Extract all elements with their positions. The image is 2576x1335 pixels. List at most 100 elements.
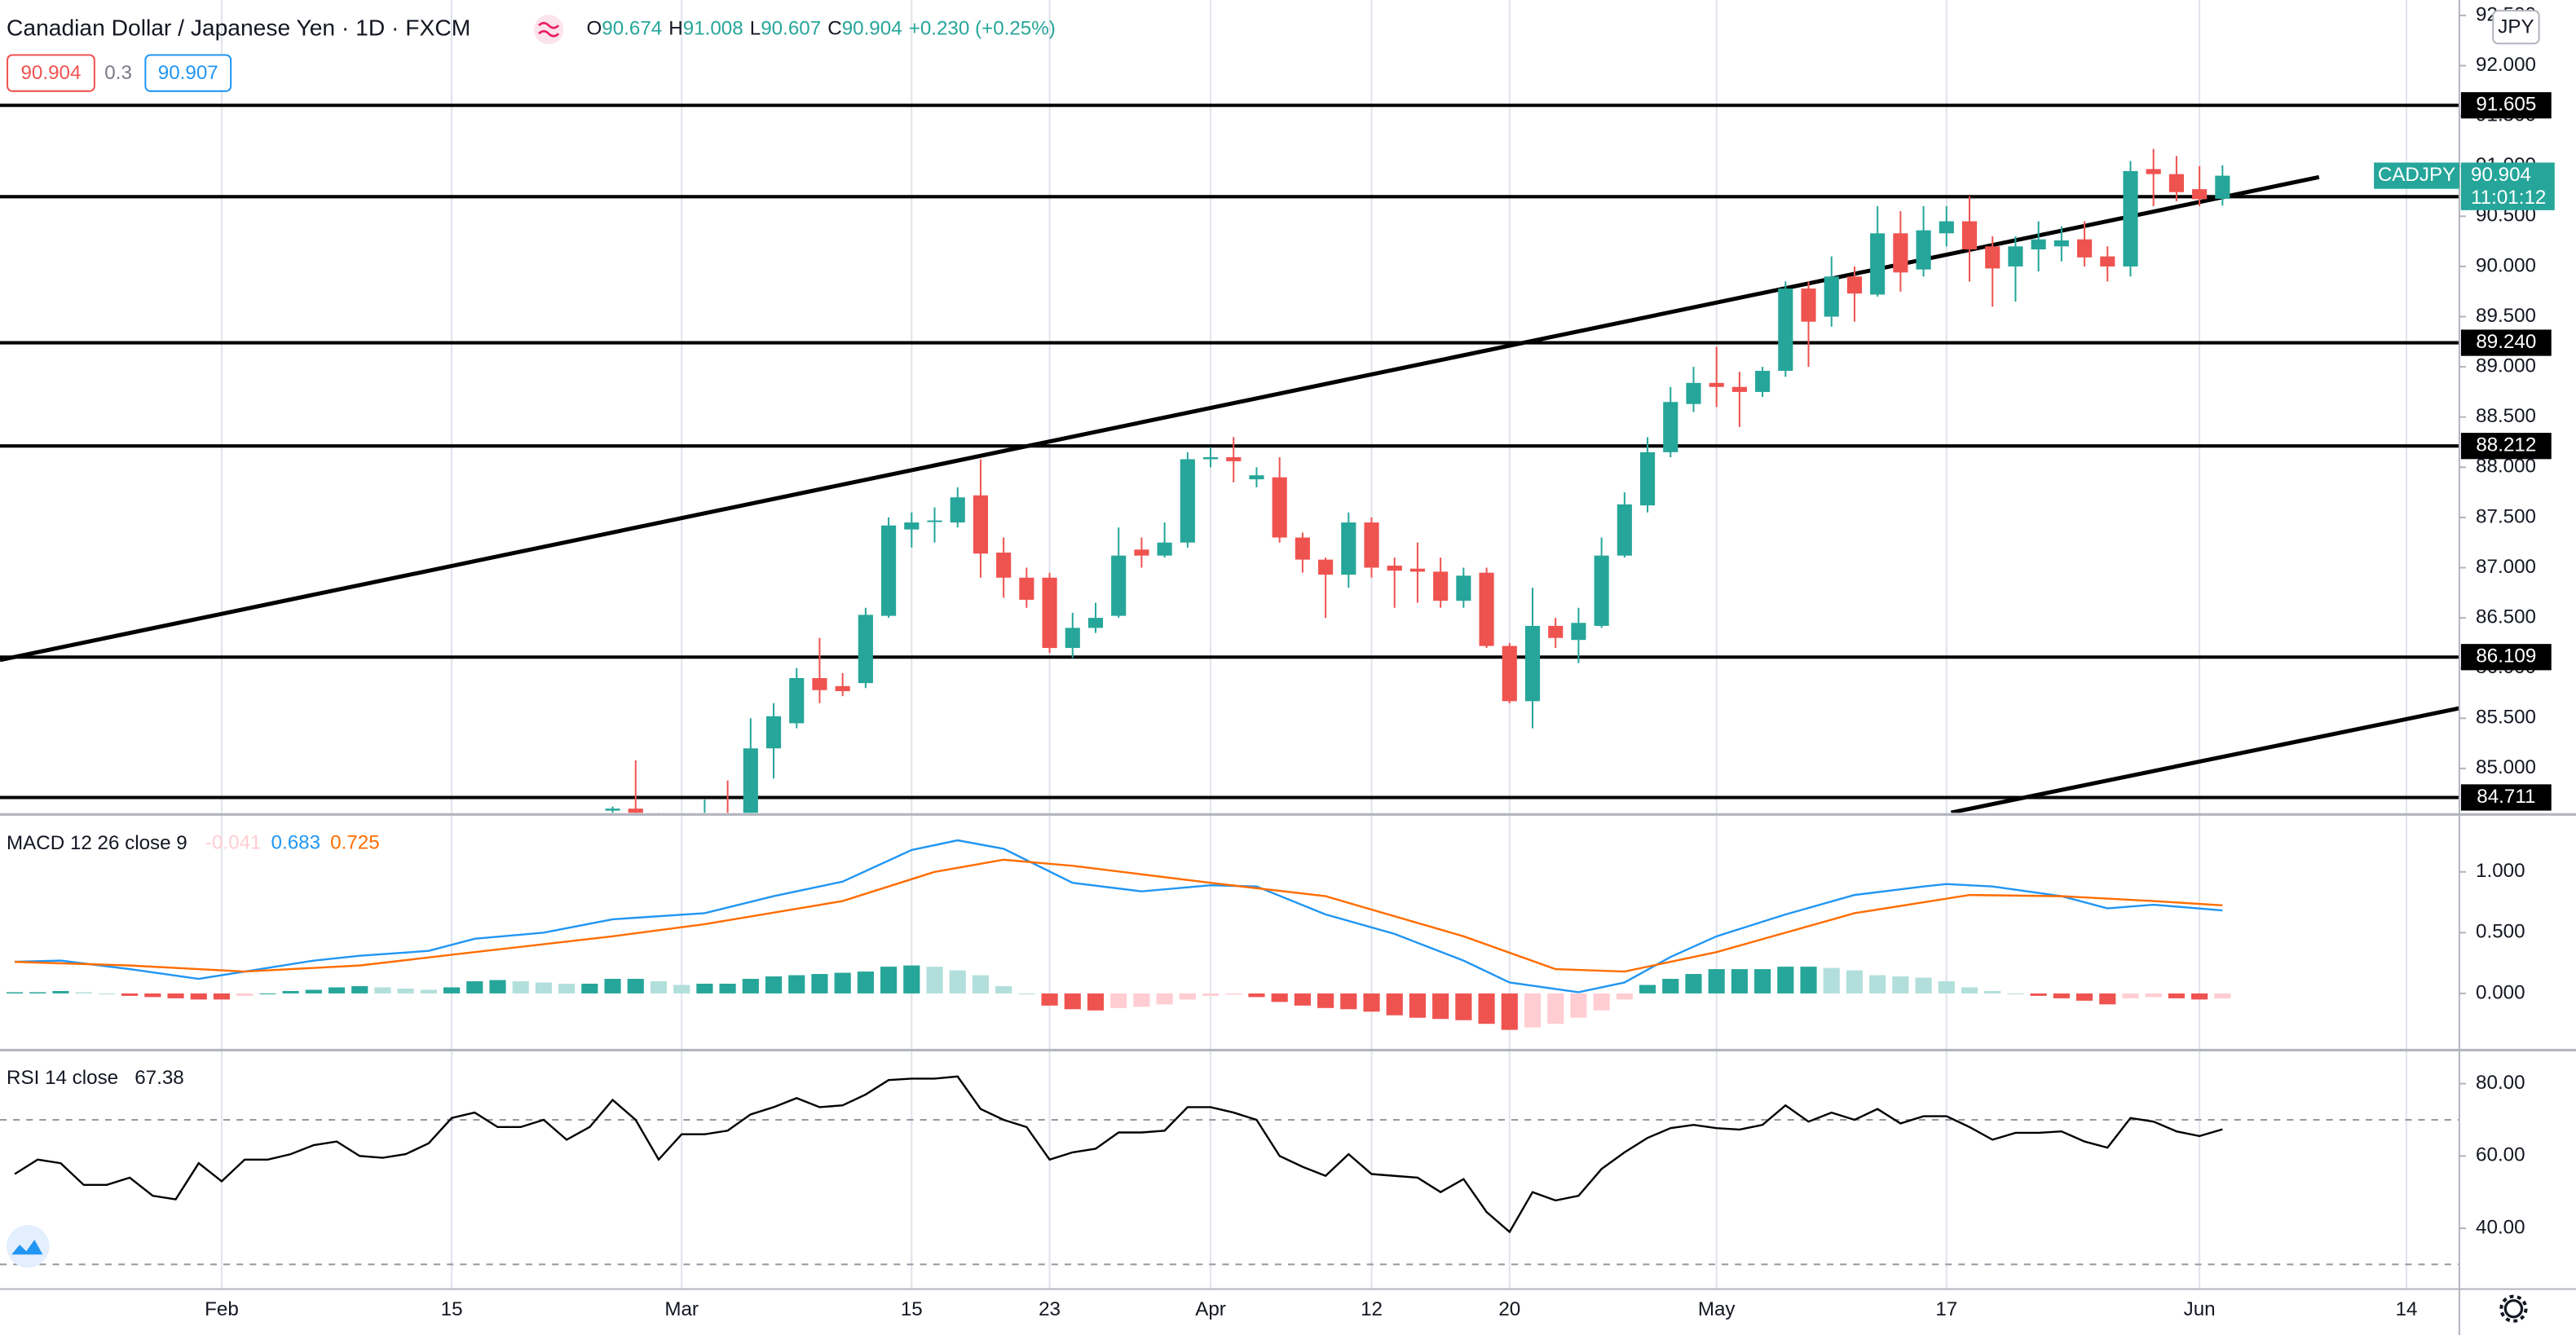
- candle-body: [1226, 456, 1242, 461]
- macd-title: MACD 12 26 close 9: [7, 832, 187, 854]
- x-tick-label: Jun: [2184, 1298, 2216, 1320]
- level-label-box: [2460, 329, 2552, 356]
- rsi-line: [14, 1075, 2223, 1234]
- macd-histogram-bar: [995, 985, 1012, 994]
- candle-body: [2215, 175, 2230, 199]
- candle-body: [2053, 240, 2069, 247]
- change: +0.230 (+0.25%): [909, 18, 1056, 40]
- candle-body: [1548, 625, 1564, 638]
- macd-histogram-bar: [2191, 993, 2208, 1000]
- macd-histogram-bar: [1386, 993, 1403, 1016]
- candle-body: [765, 716, 782, 749]
- macd-histogram-bar: [1133, 993, 1150, 1007]
- price-pane: [0, 104, 2459, 813]
- macd-histogram-bar: [167, 993, 184, 998]
- candle-body: [1318, 559, 1334, 575]
- legend: Canadian Dollar / Japanese Yen · 1D · FX…: [7, 10, 2540, 1323]
- macd-histogram-bar: [1570, 993, 1587, 1018]
- candle-body: [1341, 522, 1356, 575]
- logo-glyph: [11, 1240, 43, 1255]
- macd-histogram-bar: [1754, 969, 1771, 994]
- candle-body: [789, 677, 805, 724]
- candle-body: [1134, 549, 1149, 556]
- settings-icon[interactable]: [2503, 1299, 2524, 1319]
- macd-histogram-bar: [696, 983, 713, 994]
- macd-histogram-bar: [1777, 967, 1794, 994]
- candle-body: [1087, 618, 1104, 628]
- buy-box[interactable]: [144, 54, 232, 92]
- candle-body: [1801, 289, 1816, 322]
- sell-price: 90.904: [21, 62, 82, 84]
- macd-histogram-bar: [1110, 993, 1127, 1008]
- macd-histogram-bar: [1455, 993, 1472, 1020]
- candle-body: [605, 808, 620, 811]
- candle-body: [1502, 645, 1517, 702]
- macd-histogram-bar: [558, 983, 576, 994]
- macd-histogram-bar: [1984, 990, 2001, 994]
- last-price-symbol: CADJPY: [2378, 164, 2455, 186]
- level-label: 89.240: [2476, 331, 2536, 353]
- macd-histogram-bar: [466, 980, 483, 994]
- candle-body: [1433, 571, 1449, 601]
- macd-histogram-bar: [1915, 977, 1932, 994]
- candle-body: [1111, 555, 1127, 616]
- candle-body: [1065, 628, 1080, 649]
- candle-body: [996, 553, 1012, 578]
- candle-body: [628, 808, 643, 813]
- logo[interactable]: [7, 1225, 50, 1268]
- y-tick-label: 40.00: [2476, 1216, 2525, 1238]
- indicator-icon-glyph: [538, 21, 560, 37]
- x-tick-label: May: [1698, 1298, 1736, 1320]
- candle-body: [950, 497, 965, 523]
- macd-histogram-bar: [1662, 979, 1679, 994]
- candle-body: [1202, 456, 1219, 460]
- macd-histogram-bar: [604, 979, 621, 994]
- level-label-box: [2460, 433, 2552, 460]
- candle-body: [835, 685, 850, 692]
- level-label-box: [2460, 784, 2552, 811]
- x-tick-label: Mar: [664, 1298, 699, 1320]
- x-tick-label: 15: [441, 1298, 463, 1320]
- macd-histogram-bar: [581, 983, 598, 994]
- candle-body: [1295, 537, 1310, 560]
- candle-body: [881, 525, 897, 616]
- candle-body: [927, 520, 942, 522]
- macd-histogram-bar: [1731, 969, 1748, 994]
- open-value: 90.674: [602, 18, 662, 40]
- macd-histogram-bar: [650, 980, 668, 994]
- candle-body: [1387, 566, 1402, 571]
- y-tick-label: 90.000: [2476, 254, 2536, 276]
- low-label: L: [750, 18, 761, 40]
- macd-histogram-bar: [1524, 993, 1542, 1028]
- macd-histogram-bar: [1064, 993, 1081, 1010]
- y-tick-label: 1.000: [2476, 860, 2525, 882]
- sell-box[interactable]: [7, 54, 95, 92]
- currency-box[interactable]: [2492, 10, 2540, 45]
- y-tick-label: 85.000: [2476, 756, 2536, 778]
- macd-histogram-bar: [1202, 993, 1220, 996]
- last-price-box: [2460, 162, 2555, 210]
- buy-price: 90.907: [158, 62, 218, 84]
- candle-body: [2100, 256, 2115, 267]
- macd-histogram-bar: [788, 975, 805, 994]
- currency: JPY: [2498, 16, 2534, 38]
- candle-body: [1846, 276, 1863, 294]
- candle-body: [1939, 221, 1954, 234]
- candle-body: [1985, 246, 2000, 269]
- indicator-icon[interactable]: [533, 15, 564, 45]
- rsi-pane: [0, 1075, 2459, 1266]
- macd-histogram-bar: [1087, 993, 1105, 1011]
- candle-body: [2168, 174, 2184, 192]
- macd-histogram-bar: [489, 980, 506, 994]
- macd-histogram-bar: [328, 987, 346, 994]
- candle-body: [973, 495, 988, 554]
- symbol-title: Canadian Dollar / Japanese Yen · 1D · FX…: [7, 15, 470, 41]
- macd-line: [15, 858, 2223, 973]
- candle-body: [904, 522, 920, 530]
- y-tick-label: 89.000: [2476, 355, 2536, 377]
- level-label: 86.109: [2476, 645, 2536, 668]
- settings-icon-teeth: [2499, 1294, 2528, 1323]
- grid: [220, 0, 2408, 1289]
